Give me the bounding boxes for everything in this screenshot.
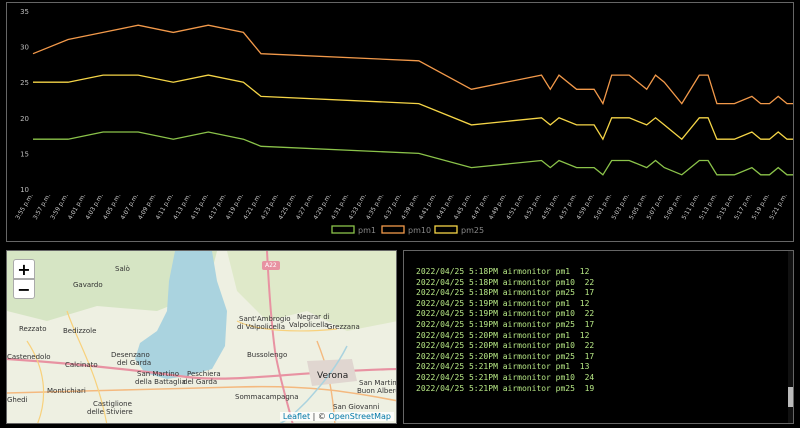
map-label: San Giovanni	[333, 403, 380, 411]
legend-label-pm25[interactable]: pm25	[461, 226, 484, 235]
osm-link[interactable]: OpenStreetMap	[328, 412, 391, 421]
log-line: 2022/04/25 5:20PM airmonitor pm25 17	[416, 351, 595, 361]
map-label: Valpolicella	[289, 321, 329, 329]
zoom-in-button[interactable]: +	[13, 259, 35, 279]
log-line: 2022/04/25 5:20PM airmonitor pm1 12	[416, 330, 590, 340]
y-tick-label: 30	[20, 44, 29, 52]
y-tick-label: 20	[20, 115, 29, 123]
log-line: 2022/04/25 5:21PM airmonitor pm1 13	[416, 362, 590, 372]
map-label: Castenedolo	[7, 353, 51, 361]
y-tick-label: 15	[20, 150, 29, 158]
map-panel[interactable]: Salò Gavardo Rezzato Bedizzole Castenedo…	[6, 250, 397, 424]
x-tick-label: 5:21 p.m.	[768, 192, 789, 221]
y-tick-label: 10	[20, 186, 29, 194]
map-label: Rezzato	[19, 325, 47, 333]
leaflet-link[interactable]: Leaflet	[282, 412, 311, 421]
log-line: 2022/04/25 5:18PM airmonitor pm25 17	[416, 288, 595, 298]
map-attribution: Leaflet | © OpenStreetMap	[279, 412, 394, 421]
log-panel[interactable]: 2022/04/25 5:18PM airmonitor pm1 12 2022/…	[403, 250, 794, 424]
map-label: Buon Albergo	[357, 387, 396, 395]
map-label: Sant'Ambrogio	[239, 315, 291, 323]
map-label: Peschiera	[187, 370, 221, 378]
series-line-pm10	[32, 24, 793, 106]
map-label: della Battaglia	[135, 378, 186, 386]
y-tick-label: 35	[20, 8, 29, 16]
map-label: Montichiari	[47, 387, 86, 395]
log-line: 2022/04/25 5:19PM airmonitor pm1 12	[416, 298, 590, 308]
log-line: 2022/04/25 5:19PM airmonitor pm10 22	[416, 309, 595, 319]
attribution-separator: | ©	[310, 412, 329, 421]
map-label: Sommacampagna	[235, 393, 299, 401]
zoom-out-button[interactable]: −	[13, 279, 35, 299]
map-label: Castiglione	[93, 400, 132, 408]
map-label: San Martino	[359, 379, 397, 387]
map-label: San Martino	[137, 370, 180, 378]
map-label: di Valpolicella	[237, 323, 286, 331]
road-shield-label: A22	[265, 262, 277, 269]
legend-swatch-pm25[interactable]	[434, 225, 458, 234]
log-line: 2022/04/25 5:21PM airmonitor pm25 19	[416, 383, 595, 393]
log-line: 2022/04/25 5:20PM airmonitor pm10 22	[416, 341, 595, 351]
log-line: 2022/04/25 5:18PM airmonitor pm1 12	[416, 267, 590, 276]
log-line: 2022/04/25 5:21PM airmonitor pm10 24	[416, 372, 595, 382]
map-label: Desenzano	[111, 351, 150, 359]
map-label: Negrar di	[297, 313, 330, 321]
log-lines: 2022/04/25 5:18PM airmonitor pm1 12 2022/…	[416, 267, 594, 394]
lake-garda	[135, 251, 227, 379]
chart-panel: 10 15 20 25 30 35 3:55 p.m. 3:57 p.m. 3:59 p.m. 4…	[6, 2, 794, 242]
map-label: Bedizzole	[63, 327, 97, 335]
log-line: 2022/04/25 5:18PM airmonitor pm10 22	[416, 277, 595, 287]
legend-swatch-pm1[interactable]	[331, 225, 355, 234]
map-label: Gavardo	[73, 281, 103, 289]
log-scroll-thumb[interactable]	[788, 387, 793, 407]
series-line-pm1	[33, 131, 793, 176]
series-line-pm25	[33, 74, 793, 141]
map-label: Grezzana	[327, 323, 360, 331]
map-label: delle Stiviere	[87, 408, 133, 416]
map-label: Calcinato	[65, 361, 98, 369]
map-label: del Garda	[117, 359, 152, 367]
legend-swatch-pm10[interactable]	[381, 225, 405, 234]
legend-label-pm10[interactable]: pm10	[408, 226, 431, 235]
map-background	[7, 251, 396, 423]
map-label: del Garda	[183, 378, 218, 386]
log-line: 2022/04/25 5:19PM airmonitor pm25 17	[416, 319, 595, 329]
legend-label-pm1[interactable]: pm1	[358, 226, 376, 235]
log-scrollbar[interactable]	[788, 251, 793, 423]
map-label: Salò	[115, 265, 130, 273]
map-label: Bussolengo	[247, 351, 288, 359]
y-tick-label: 25	[20, 79, 29, 87]
map-label: Ghedi	[7, 396, 28, 404]
map-label: Verona	[317, 371, 349, 381]
